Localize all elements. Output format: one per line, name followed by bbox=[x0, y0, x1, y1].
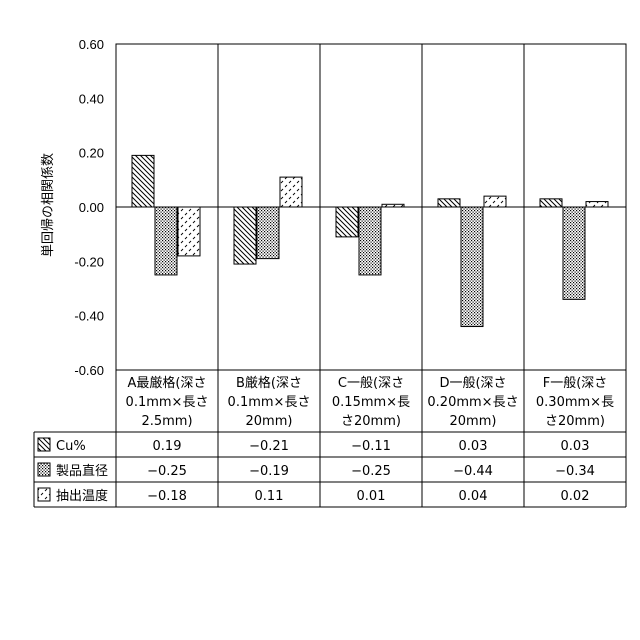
category-label: C一般(深さ bbox=[338, 375, 404, 391]
bar-diagonal bbox=[540, 199, 562, 207]
bar-dashes bbox=[586, 202, 608, 207]
legend-label: 製品直径 bbox=[56, 464, 108, 479]
table-value: 0.19 bbox=[153, 439, 182, 454]
y-tick-label: -0.20 bbox=[74, 254, 104, 269]
legend-label: 抽出温度 bbox=[56, 488, 108, 504]
category-label: さ20mm) bbox=[341, 414, 401, 429]
y-tick-label: 0.40 bbox=[79, 91, 104, 106]
table-value: 0.04 bbox=[459, 489, 488, 504]
table-value: −0.25 bbox=[147, 464, 187, 479]
category-label: 0.15mm×長 bbox=[332, 395, 410, 410]
category-label: A最厳格(深さ bbox=[128, 375, 207, 391]
table-value: 0.03 bbox=[459, 439, 488, 454]
table-value: 0.11 bbox=[255, 489, 284, 504]
table-value: −0.11 bbox=[351, 439, 391, 454]
category-label: B厳格(深さ bbox=[236, 375, 302, 391]
bar-dots bbox=[155, 207, 177, 275]
bar-dashes bbox=[178, 207, 200, 256]
category-label: さ20mm) bbox=[545, 414, 605, 429]
table-value: −0.34 bbox=[555, 464, 595, 479]
category-labels: A最厳格(深さ 0.1mm×長さ 2.5mm) B厳格(深さ 0.1mm×長さ 20mm)… bbox=[126, 375, 615, 429]
bar-dashes bbox=[382, 204, 404, 207]
bar-diagonal bbox=[336, 207, 358, 237]
category-label: F一般(深さ bbox=[543, 375, 608, 391]
table-value: −0.25 bbox=[351, 464, 391, 479]
category-label: 0.1mm×長さ bbox=[228, 395, 311, 410]
category-label: 0.20mm×長さ bbox=[427, 395, 518, 410]
bar-diagonal bbox=[132, 155, 154, 207]
table-value: −0.19 bbox=[249, 464, 289, 479]
data-table: Cu% 0.19 −0.21 −0.11 0.03 0.03 製品直径 −0.25 −0.19 −… bbox=[34, 370, 626, 507]
bar-diagonal bbox=[234, 207, 256, 264]
table-value: 0.01 bbox=[357, 489, 386, 504]
bar-dots bbox=[461, 207, 483, 327]
bar-dots bbox=[257, 207, 279, 259]
category-label: 2.5mm) bbox=[141, 414, 192, 429]
table-value: −0.18 bbox=[147, 489, 187, 504]
category-label: D一般(深さ bbox=[439, 375, 506, 391]
y-tick-label: 0.60 bbox=[79, 37, 104, 52]
bar-dots bbox=[359, 207, 381, 275]
bar-dashes bbox=[280, 177, 302, 207]
table-value: −0.44 bbox=[453, 464, 493, 479]
legend-swatch-dashes bbox=[38, 488, 50, 501]
y-tick-label: 0.20 bbox=[79, 146, 104, 161]
legend-swatch-dots bbox=[38, 463, 50, 476]
bar-marks bbox=[132, 155, 608, 326]
category-label: 0.1mm×長さ bbox=[126, 395, 209, 410]
y-tick-label: 0.00 bbox=[79, 200, 104, 215]
y-axis-label: 単回帰の相関係数 bbox=[40, 153, 56, 257]
category-label: 20mm) bbox=[246, 414, 293, 429]
bar-dots bbox=[563, 207, 585, 299]
bar-dashes bbox=[484, 196, 506, 207]
legend-label: Cu% bbox=[56, 439, 86, 454]
y-tick-label: -0.60 bbox=[74, 363, 104, 378]
bar-diagonal bbox=[438, 199, 460, 207]
y-tick-label: -0.40 bbox=[74, 309, 104, 324]
table-value: 0.03 bbox=[561, 439, 590, 454]
table-value: −0.21 bbox=[249, 439, 289, 454]
legend-swatch-diagonal bbox=[38, 438, 50, 451]
table-value: 0.02 bbox=[561, 489, 590, 504]
category-label: 0.30mm×長 bbox=[536, 395, 614, 410]
y-tick-labels: 0.60 0.40 0.20 0.00 -0.20 -0.40 -0.60 bbox=[74, 37, 104, 378]
category-label: 20mm) bbox=[450, 414, 497, 429]
